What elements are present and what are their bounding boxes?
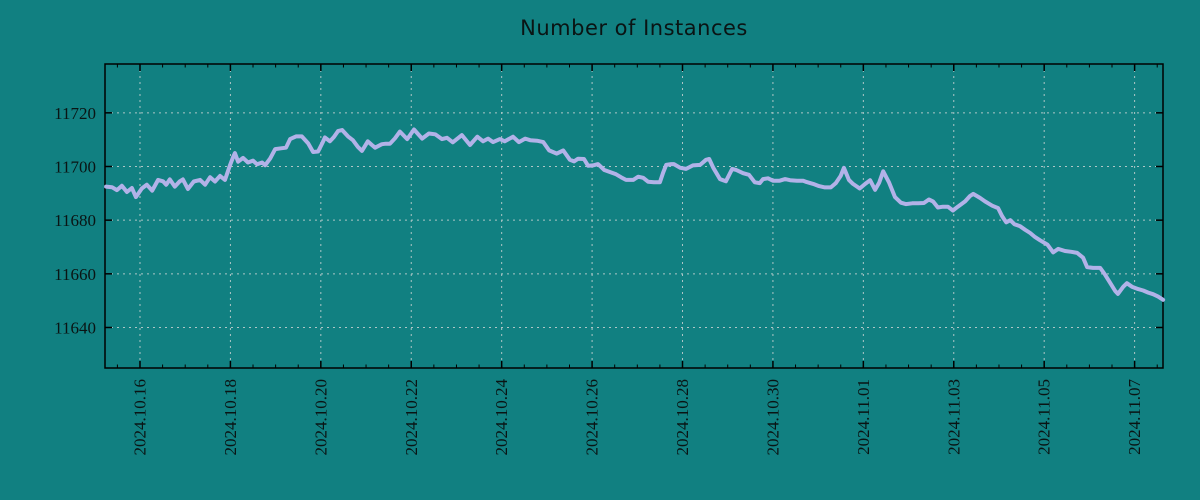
x-tick-label: 2024.10.30 [763, 379, 782, 456]
x-tick-label: 2024.11.01 [854, 379, 873, 455]
x-tick-label: 2024.10.28 [673, 379, 692, 456]
plot-frame [104, 63, 1164, 369]
x-tick-label: 2024.10.22 [402, 379, 421, 456]
x-tick-label: 2024.10.24 [492, 379, 511, 456]
y-tick-label: 11680 [54, 211, 96, 230]
x-tick-label: 2024.10.26 [583, 379, 602, 456]
data-line-instances [104, 127, 1166, 302]
y-tick-label: 11640 [54, 318, 96, 337]
x-tick-label: 2024.11.05 [1035, 379, 1054, 455]
x-tick-label: 2024.11.07 [1125, 379, 1144, 455]
x-tick-label: 2024.10.16 [130, 379, 149, 456]
y-tick-label: 11720 [54, 104, 96, 123]
y-tick-label: 11700 [54, 157, 96, 176]
x-tick-label: 2024.10.18 [221, 379, 240, 456]
y-tick-label: 11660 [54, 265, 96, 284]
chart-title: Number of Instances [520, 16, 748, 40]
x-tick-label: 2024.10.20 [311, 379, 330, 456]
x-tick-label: 2024.11.03 [944, 379, 963, 455]
